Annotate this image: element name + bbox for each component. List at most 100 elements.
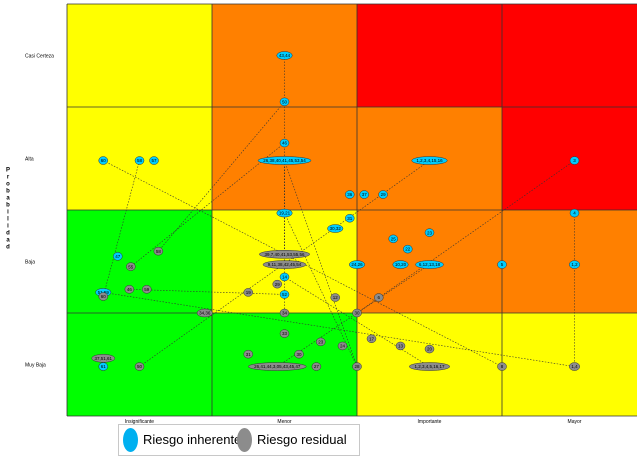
risk-point-label: 6,12,13,18 [419,262,441,267]
risk-point-label: 23 [318,339,324,344]
residual-risk-point [272,279,282,289]
inherent-risk-point [424,228,435,237]
inherent-risk-point [497,260,507,269]
risk-point-label: 29 [381,192,387,197]
y-axis-label-letter: d [6,245,10,251]
risk-point-label: 24 [340,344,346,349]
inherent-risk-point [403,244,413,254]
risk-point-label: 50 [282,99,288,104]
risk-point-label: 4 [573,211,576,216]
risk-point-label: 23 [427,230,433,235]
risk-point-label: 39,7,40,41,53,55,56 [264,252,305,257]
inherent-risk-point [113,252,123,261]
risk-point-label: 19 [246,290,252,295]
inherent-risk-point [276,51,293,60]
risk-point-label: 30 [354,311,360,316]
heat-cell [67,4,212,107]
risk-point-label: 19,21 [279,211,291,216]
residual-risk-point [124,285,135,294]
risk-point-label: 46 [127,287,133,292]
risk-point-label: 27 [314,364,320,369]
residual-risk-point [279,329,290,338]
x-tick-label: Insignificante [125,419,154,425]
residual-risk-point [126,262,136,271]
heat-cell [502,107,637,210]
inherent-swatch-icon [123,428,138,452]
residual-risk-point [316,337,326,347]
x-tick-label: Mayor [568,419,582,425]
risk-point-label: 29 [275,282,281,287]
y-axis-label-letter: P [6,168,10,174]
risk-point-label: 33 [282,331,288,336]
inherent-risk-point [149,156,159,165]
y-axis-label-letter: l [7,217,9,223]
inherent-risk-point [415,260,444,269]
x-tick-label: Menor [277,419,292,425]
inherent-risk-point [569,260,580,269]
residual-risk-point [243,349,253,359]
residual-risk-point [91,354,115,363]
inherent-risk-point [276,208,293,218]
risk-point-label: 26,38,40,41,45,53,54 [263,158,306,163]
y-tick-label: Casi Certeza [25,54,54,60]
residual-risk-point [248,362,307,371]
heat-cell [67,210,212,313]
inherent-risk-point [98,156,108,165]
risk-point-label: 58 [137,158,143,163]
y-axis-label-letter: b [6,189,10,195]
risk-point-label: 43,44 [279,53,291,58]
residual-risk-point [311,362,322,371]
residual-risk-point [352,308,362,318]
inherent-risk-point [279,290,290,299]
residual-risk-point [142,285,152,294]
inherent-risk-point [359,190,369,199]
residual-risk-point [279,308,290,318]
heat-cell [502,4,637,107]
inherent-risk-point [411,156,448,165]
risk-point-label: 13 [398,344,404,349]
risk-point-label: 57 [151,158,157,163]
risk-link [158,101,285,252]
risk-point-label: 8 [501,364,504,369]
x-tick-label: Importante [418,419,442,425]
residual-risk-point [366,334,377,343]
inherent-risk-point [279,272,290,282]
y-axis-label-letter: b [6,203,10,209]
y-tick-label: Baja [25,260,35,266]
risk-point-label: 22 [405,247,411,252]
inherent-risk-point [257,156,312,165]
risk-point-label: 24,26 [351,262,363,267]
legend: Riesgo inherente Riesgo residual [118,424,360,456]
risk-point-label: 20 [427,347,433,352]
risk-point-label: 9,11,38,42,45,54 [268,262,302,267]
residual-swatch-icon [237,428,252,452]
residual-risk-point [134,362,145,371]
risk-point-label: 25 [391,236,397,241]
risk-point-label: 1,2,3,4,15,16 [416,158,443,163]
risk-point-label: 59 [144,287,150,292]
y-axis-label-letter: r [7,175,10,181]
risk-point-label: 37 [362,192,368,197]
y-axis-label-letter: i [7,210,9,216]
risk-point-label: 31 [347,216,353,221]
risk-point-label: 36 [347,192,353,197]
risk-point-label: 10,20 [395,262,407,267]
y-tick-labels: Casi Certeza Alta Baja Muy Baja [25,54,54,369]
y-tick-label: Alta [25,157,34,163]
risk-point-label: 47 [115,254,121,259]
risk-point-label: 60 [101,294,107,299]
residual-risk-point [153,246,164,256]
risk-point-label: 28 [354,364,360,369]
legend-inherent-label: Riesgo inherente [143,432,242,447]
residual-risk-point [352,362,362,371]
risk-point-label: 5 [501,262,504,267]
inherent-risk-point [569,208,580,218]
inherent-risk-point [392,260,409,269]
risk-point-label: 31 [246,352,252,357]
inherent-risk-point [569,156,580,165]
risk-point-label: 52 [282,292,288,297]
residual-risk-point [262,260,307,269]
